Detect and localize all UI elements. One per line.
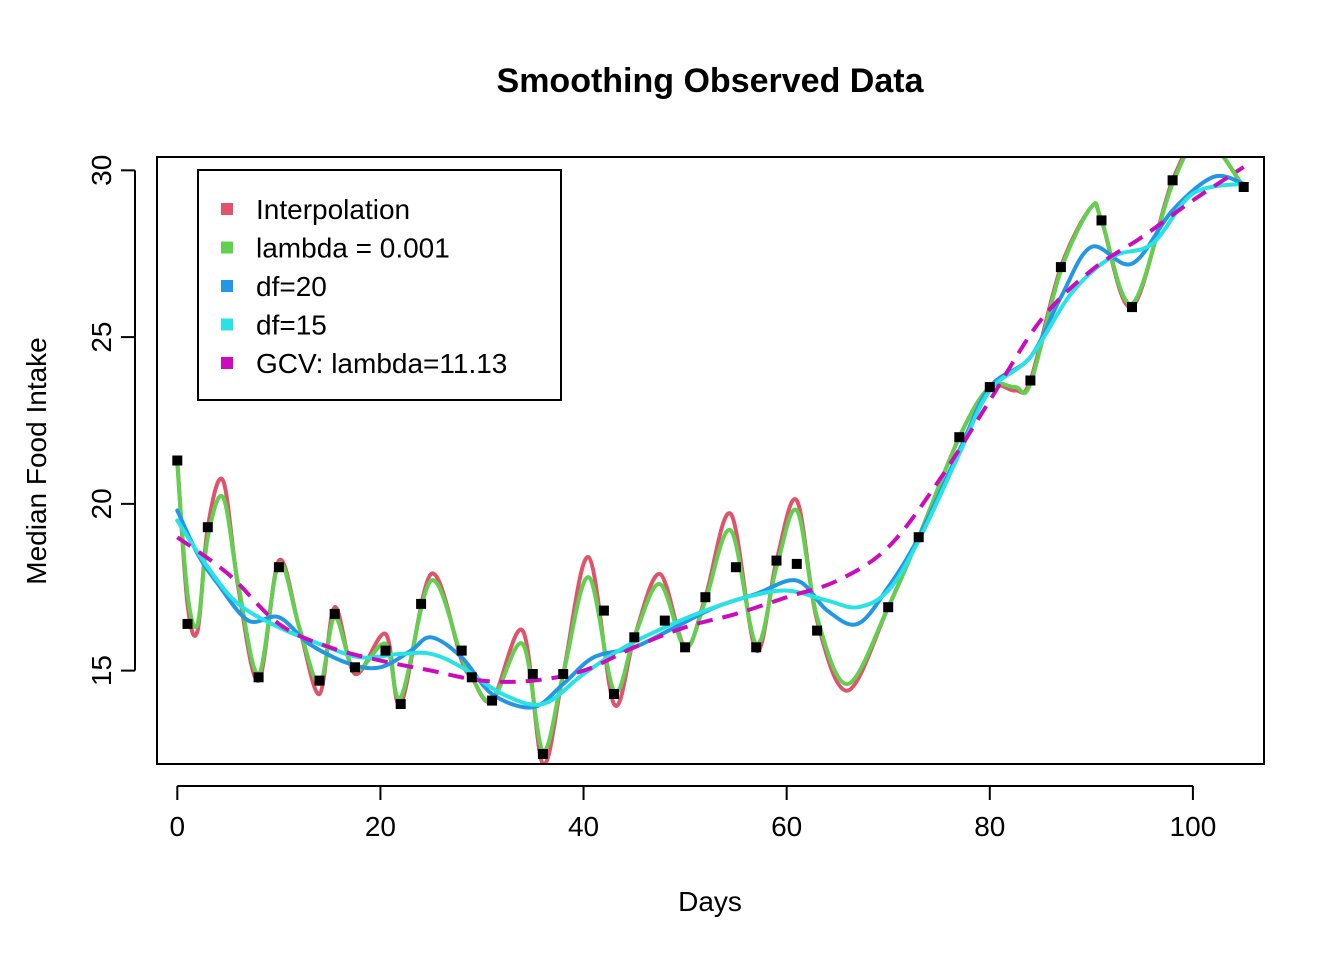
data-point	[913, 532, 924, 543]
y-tick-label: 20	[86, 488, 117, 519]
data-point	[771, 555, 782, 566]
x-tick-label: 40	[568, 811, 599, 842]
x-tick-label: 60	[771, 811, 802, 842]
data-point	[380, 645, 391, 656]
data-point	[329, 608, 340, 619]
data-point	[1025, 375, 1036, 386]
x-axis: 0 20 40 60 80 100	[170, 785, 1217, 842]
data-point	[1055, 262, 1066, 273]
data-point	[609, 689, 619, 699]
data-point	[466, 672, 477, 683]
data-point	[1127, 302, 1137, 313]
data-point	[273, 562, 284, 573]
y-tick-label: 30	[86, 155, 117, 186]
points-layer	[172, 175, 1249, 759]
legend-swatch	[221, 357, 233, 369]
y-axis: 15 20 25 30	[86, 155, 136, 686]
series-layer	[175, 157, 1246, 764]
y-axis-label: Median Food Intake	[21, 337, 52, 585]
legend-swatch	[221, 318, 233, 331]
series-line-df-20	[175, 173, 1246, 710]
y-tick-label: 25	[86, 322, 117, 353]
data-point	[314, 675, 325, 686]
data-point	[659, 615, 670, 626]
data-point	[791, 558, 802, 569]
data-point	[812, 625, 823, 636]
data-point	[253, 672, 264, 683]
data-point	[1167, 175, 1178, 186]
data-point	[527, 669, 538, 679]
data-point	[182, 618, 193, 629]
data-point	[537, 749, 548, 759]
data-point	[751, 642, 762, 653]
data-point	[984, 382, 995, 393]
data-point	[1096, 215, 1107, 226]
data-point	[730, 562, 741, 573]
series-line-gcv-lambda-11-13	[176, 165, 1245, 684]
legend-label: GCV: lambda=11.13	[256, 348, 507, 379]
data-point	[954, 432, 965, 443]
chart-title: Smoothing Observed Data	[497, 62, 925, 100]
legend-label: df=20	[256, 271, 327, 302]
data-point	[1238, 182, 1249, 192]
y-tick-label: 15	[86, 655, 117, 686]
legend-swatch	[221, 241, 233, 254]
data-point	[202, 522, 213, 533]
legend-box	[197, 169, 562, 401]
data-point	[883, 602, 894, 613]
x-axis-label: Days	[678, 886, 742, 917]
data-point	[598, 605, 609, 616]
data-point	[456, 645, 467, 656]
legend-label: Interpolation	[256, 194, 410, 225]
data-point	[395, 699, 406, 709]
data-point	[680, 642, 691, 653]
data-point	[629, 632, 640, 643]
legend-label: lambda = 0.001	[256, 233, 450, 264]
x-tick-label: 0	[170, 811, 186, 842]
x-tick-label: 100	[1170, 811, 1217, 842]
data-point	[172, 455, 183, 466]
data-point	[487, 695, 498, 706]
series-line-interpolation	[175, 157, 1246, 764]
legend-swatch	[221, 280, 233, 292]
legend: Interpolation lambda = 0.001 df=20 df=15 GCV…	[197, 169, 562, 401]
legend-label: df=15	[256, 310, 327, 341]
x-tick-label: 20	[365, 811, 396, 842]
plot-frame	[156, 156, 1265, 765]
data-point	[558, 669, 569, 679]
data-point	[416, 598, 427, 609]
legend-swatch	[221, 203, 233, 215]
data-point	[700, 592, 711, 603]
data-point	[350, 662, 360, 673]
x-tick-label: 80	[974, 811, 1005, 842]
